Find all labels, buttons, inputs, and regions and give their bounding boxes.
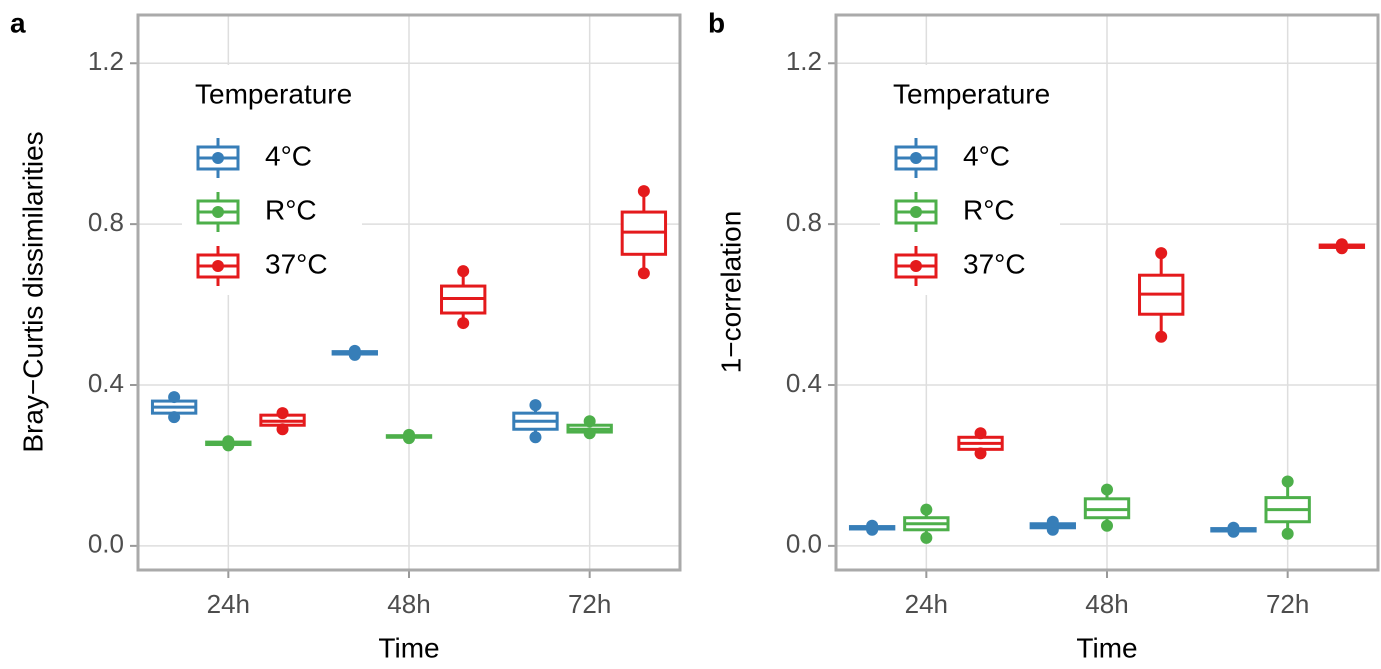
x-tick-label: 72h [568, 589, 611, 619]
outlier-min [583, 427, 596, 440]
outlier-max [276, 407, 289, 420]
y-tick-label: 0.4 [786, 368, 822, 398]
legend-label: R°C [265, 194, 317, 225]
outlier-max [866, 519, 879, 532]
outlier-max [1281, 475, 1294, 488]
outlier-max [1335, 238, 1348, 251]
x-tick-label: 48h [387, 589, 430, 619]
y-tick-label: 0.8 [88, 207, 124, 237]
outlier-max [1155, 247, 1168, 260]
legend-dot [212, 260, 224, 272]
outlier-min [1101, 519, 1113, 532]
y-axis-title: Bray−Curtis dissimilarities [17, 131, 48, 452]
legend-key [894, 138, 938, 178]
outlier-min [1281, 527, 1294, 540]
legend-key [196, 138, 240, 178]
outlier-min [529, 431, 542, 444]
y-axis-title: 1−correlation [715, 211, 746, 374]
outlier-min [168, 411, 181, 424]
legend-dot [910, 260, 922, 272]
legend-key [894, 246, 938, 286]
legend-dot [910, 206, 922, 218]
legend-label: 37°C [963, 248, 1026, 279]
legend-label: 37°C [265, 248, 328, 279]
x-tick-label: 24h [905, 589, 948, 619]
legend-title: Temperature [195, 78, 352, 109]
outlier-min [637, 267, 650, 280]
y-tick-label: 0.0 [786, 529, 822, 559]
legend-dot [910, 152, 922, 164]
y-tick-label: 1.2 [88, 46, 124, 76]
outlier-max [529, 399, 542, 412]
x-tick-label: 72h [1266, 589, 1309, 619]
y-tick-label: 1.2 [786, 46, 822, 76]
x-tick-label: 24h [207, 589, 250, 619]
x-axis-title: Time [1076, 632, 1137, 663]
panel-label: b [708, 7, 725, 38]
outlier-min [974, 447, 987, 460]
legend-label: 4°C [963, 140, 1010, 171]
legend-title: Temperature [893, 78, 1050, 109]
outlier-max [1101, 483, 1113, 496]
outlier-max [637, 185, 650, 198]
plot-frame [136, 13, 682, 572]
plot-frame [834, 13, 1380, 572]
legend-key [894, 192, 938, 232]
outlier-max [920, 503, 933, 516]
legend-label: 4°C [265, 140, 312, 171]
outlier-min [1155, 330, 1168, 343]
outlier-max [583, 415, 596, 428]
outlier-max [348, 344, 361, 357]
panel-label: a [10, 7, 26, 38]
outlier-max [457, 265, 470, 278]
legend-key [196, 192, 240, 232]
outlier-max [1046, 515, 1059, 528]
outlier-max [222, 435, 235, 448]
legend-label: R°C [963, 194, 1015, 225]
outlier-max [974, 427, 987, 440]
x-axis-title: Time [378, 632, 439, 663]
outlier-min [276, 423, 289, 436]
y-tick-label: 0.8 [786, 207, 822, 237]
y-tick-label: 0.4 [88, 368, 124, 398]
outlier-min [457, 317, 470, 330]
outlier-max [403, 428, 415, 441]
legend-key [196, 246, 240, 286]
outlier-max [1227, 521, 1240, 534]
legend-dot [212, 206, 224, 218]
x-tick-label: 48h [1085, 589, 1128, 619]
legend-dot [212, 152, 224, 164]
outlier-max [168, 391, 181, 404]
outlier-min [920, 531, 933, 544]
y-tick-label: 0.0 [88, 529, 124, 559]
